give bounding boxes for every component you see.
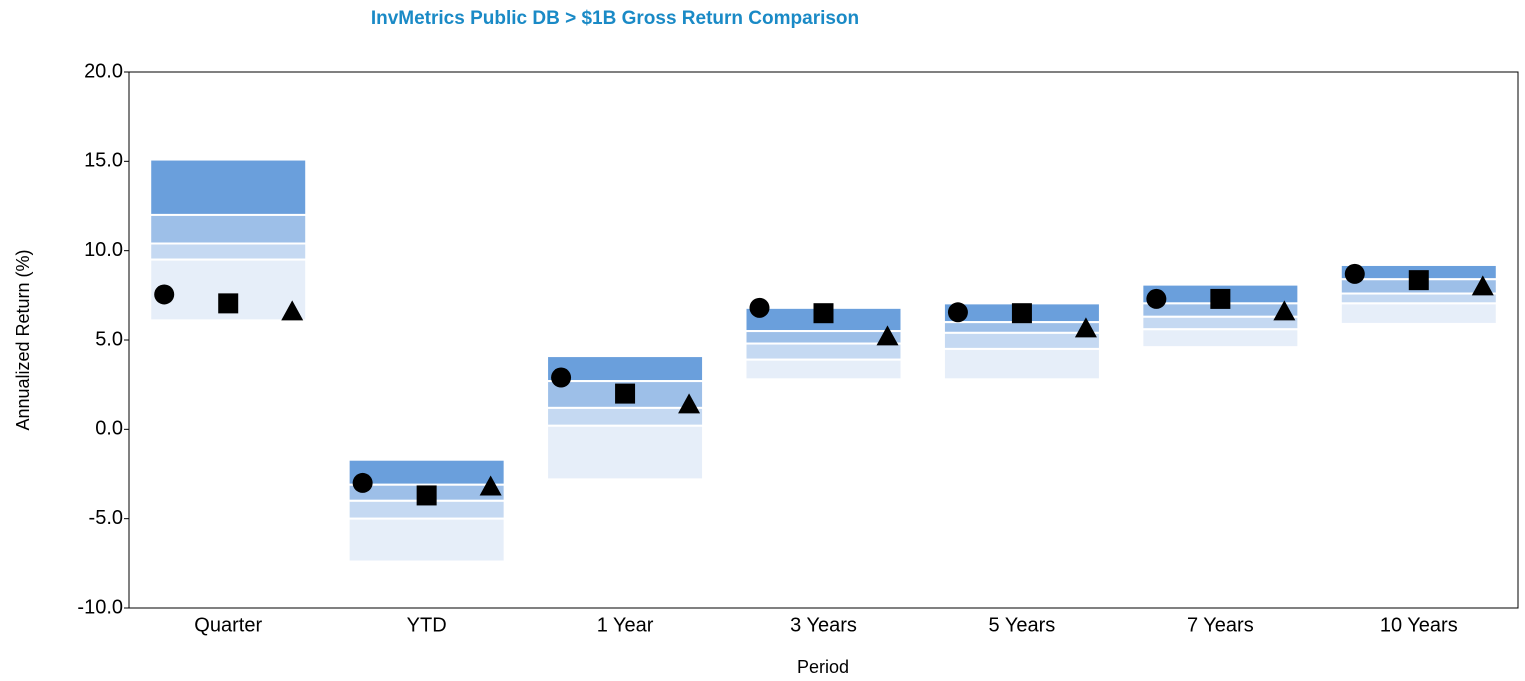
y-tick-label: 15.0 [84,150,123,172]
square-marker [813,303,834,324]
triangle-marker [876,325,899,346]
x-tick-label: 5 Years [989,614,1056,636]
percentile-band [744,330,903,345]
circle-marker [1344,263,1365,284]
circle-marker [1146,288,1167,309]
plot-frame [128,71,1519,609]
triangle-marker [1471,275,1494,296]
y-tick-label: 0.0 [95,418,123,440]
circle-marker [551,367,572,388]
triangle-marker [1074,317,1097,338]
percentile-band [942,321,1101,334]
percentile-band [546,355,705,383]
triangle-marker [281,300,304,321]
x-tick-label: 10 Years [1380,614,1458,636]
square-marker [1011,303,1032,324]
x-tick-label: 3 Years [790,614,857,636]
y-tick-label: -5.0 [89,507,123,529]
percentile-band [1339,302,1498,325]
percentile-band [149,213,308,245]
triangle-marker [479,475,502,496]
y-tick-label: 10.0 [84,239,123,261]
y-tick-label: 20.0 [84,60,123,82]
percentile-band [546,424,705,481]
chart-title: InvMetrics Public DB > $1B Gross Return … [371,8,859,29]
percentile-band [744,358,903,381]
x-tick-label: 1 Year [597,614,654,636]
circle-marker [154,284,175,305]
x-tick-label: Quarter [194,614,262,636]
x-tick-label: YTD [407,614,447,636]
y-axis-label: Annualized Return (%) [13,249,33,430]
percentile-band [1141,328,1300,349]
percentile-band [744,342,903,361]
circle-marker [947,302,968,323]
y-tick-label: -10.0 [77,596,123,618]
square-marker [416,485,437,506]
square-marker [1210,288,1231,309]
percentile-band [942,347,1101,381]
square-marker [218,293,239,314]
triangle-marker [1273,300,1296,321]
circle-marker [352,472,373,493]
percentile-band [149,158,308,216]
x-axis-label: Period [797,657,849,677]
percentile-band [347,517,506,563]
square-marker [1408,270,1429,291]
y-tick-label: 5.0 [95,328,123,350]
triangle-marker [678,393,701,414]
x-tick-label: 7 Years [1187,614,1254,636]
square-marker [615,383,636,404]
circle-marker [749,297,770,318]
percentile-band [149,242,308,261]
